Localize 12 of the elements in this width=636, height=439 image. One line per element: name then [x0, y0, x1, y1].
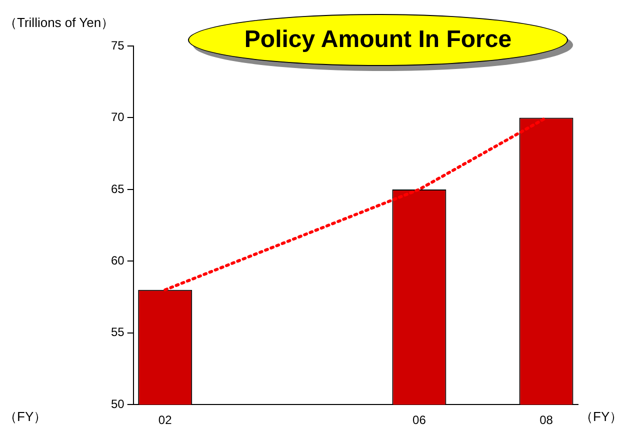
- y-tick-label: 70: [110, 110, 125, 124]
- y-tick-label: 50: [110, 396, 125, 411]
- y-tick-label: 60: [110, 253, 125, 268]
- y-tick-label: 75: [110, 38, 125, 52]
- text: （FY）: [4, 409, 47, 424]
- x-tick-label: 06: [412, 413, 426, 428]
- x-tick-label: 02: [158, 413, 172, 428]
- y-tick-label: 65: [110, 182, 125, 196]
- y-tick-label: 55: [110, 325, 125, 340]
- x-axis-title: （FY）: [580, 408, 623, 426]
- y-axis-title: （Trillions of Yen）: [4, 14, 114, 32]
- x-tick-label: 08: [540, 413, 554, 428]
